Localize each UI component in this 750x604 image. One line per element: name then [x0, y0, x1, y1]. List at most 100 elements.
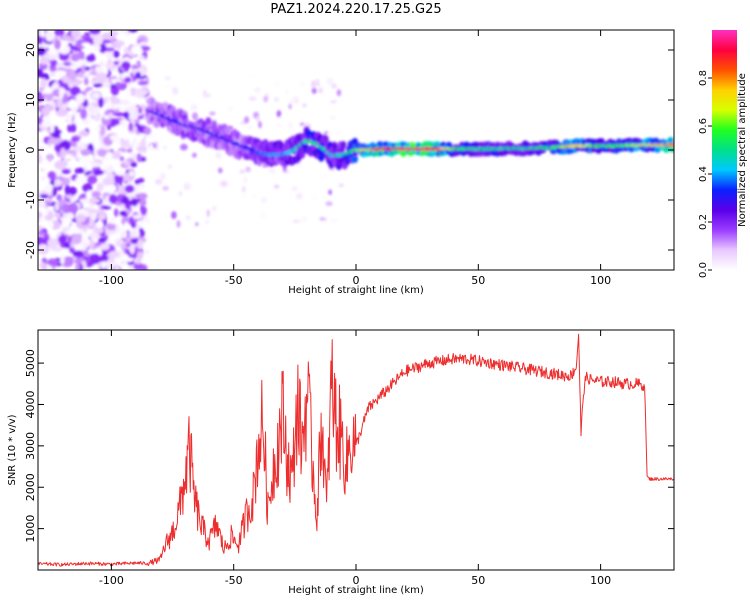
speckle-cell: [81, 232, 89, 244]
ridge-cell: [663, 147, 670, 153]
speckle-cell: [171, 211, 177, 220]
speckle-cell: [38, 47, 47, 56]
speckle-cell: [172, 87, 179, 95]
spectrogram-cells: [38, 30, 344, 270]
speckle-cell: [120, 259, 127, 266]
ridge-core: [671, 143, 674, 147]
speckle-cell: [38, 225, 43, 231]
speckle-cell: [123, 172, 130, 182]
speckle-cell: [108, 112, 114, 119]
speckle-cell: [220, 180, 228, 188]
speckle-cell: [46, 50, 58, 56]
speckle-cell: [239, 169, 245, 174]
speckle-cell: [319, 217, 325, 221]
ridge-cell: [205, 117, 212, 126]
speckle-cell: [135, 71, 141, 78]
speckle-cell: [75, 262, 80, 270]
speckle-cell: [114, 173, 124, 184]
colorbar-tick-label: 0.0: [698, 262, 709, 278]
speckle-cell: [174, 200, 182, 209]
ridge-band: [145, 96, 674, 170]
speckle-cell: [136, 88, 149, 96]
speckle-cell: [115, 81, 121, 88]
speckle-cell: [102, 158, 110, 168]
x-tick-label: 0: [353, 274, 360, 287]
y-tick-label: 0: [24, 147, 37, 154]
speckle-cell: [132, 64, 139, 70]
speckle-cell: [185, 210, 193, 214]
speckle-cell: [130, 98, 137, 104]
speckle-cell: [338, 183, 344, 188]
speckle-cell: [67, 81, 80, 87]
speckle-cell: [137, 239, 143, 250]
speckle-cell: [54, 202, 60, 211]
speckle-cell: [135, 257, 142, 265]
speckle-cell: [296, 179, 301, 186]
speckle-cell: [68, 247, 76, 254]
speckle-cell: [242, 186, 246, 193]
speckle-cell: [276, 123, 283, 128]
speckle-cell: [88, 209, 100, 214]
speckle-cell: [120, 141, 131, 148]
speckle-cell: [122, 117, 128, 128]
speckle-cell: [315, 126, 320, 130]
speckle-cell: [96, 182, 104, 192]
y-tick-label: 4000: [24, 390, 37, 418]
speckle-cell: [93, 115, 101, 122]
speckle-cell: [101, 261, 106, 270]
speckle-cell: [274, 97, 279, 103]
speckle-cell: [302, 103, 307, 108]
speckle-cell: [84, 77, 89, 86]
speckle-cell: [38, 115, 44, 125]
ridge-cell: [234, 131, 241, 140]
speckle-cell: [104, 260, 113, 268]
x-tick-label: 50: [471, 574, 485, 587]
speckle-cell: [38, 111, 42, 118]
speckle-cell: [65, 114, 73, 123]
speckle-cell: [195, 222, 199, 227]
speckle-cell: [91, 191, 101, 198]
ridge-cell: [224, 126, 231, 135]
x-tick-label: 100: [590, 574, 611, 587]
speckle-cell: [121, 61, 131, 70]
speckle-cell: [39, 56, 49, 65]
y-tick-label: 5000: [24, 349, 37, 377]
ridge-cell: [589, 138, 596, 144]
snr-plot-area: [38, 330, 674, 570]
speckle-cell: [245, 166, 251, 173]
speckle-cell: [47, 153, 53, 162]
speckle-cell: [144, 133, 151, 139]
speckle-cell: [109, 233, 116, 244]
y-tick-label: -10: [24, 191, 37, 209]
speckle-cell: [132, 185, 141, 193]
speckle-cell: [130, 229, 138, 239]
speckle-cell: [75, 157, 81, 162]
colorbar-label: Normalized spectral amplitude: [737, 73, 748, 227]
speckle-cell: [100, 39, 112, 44]
speckle-cell: [126, 89, 132, 97]
speckle-cell: [119, 156, 124, 162]
speckle-cell: [75, 175, 87, 185]
speckle-cell: [38, 94, 45, 103]
colorbar-tick-label: 0.2: [698, 214, 709, 230]
speckle-cell: [89, 30, 101, 35]
speckle-cell: [205, 219, 210, 225]
speckle-cell: [95, 66, 103, 74]
speckle-cell: [58, 235, 67, 244]
speckle-cell: [58, 87, 65, 98]
speckle-cell: [254, 87, 261, 93]
speckle-cell: [130, 198, 139, 207]
speckle-cell: [127, 30, 139, 33]
speckle-cell: [67, 70, 77, 81]
speckle-cell: [258, 121, 262, 129]
speckle-cell: [49, 124, 55, 134]
speckle-cell: [55, 110, 68, 117]
y-tick-label: 2000: [24, 473, 37, 501]
speckle-cell: [61, 103, 68, 110]
speckle-cell: [72, 250, 84, 258]
speckle-cell: [119, 32, 126, 39]
x-tick-label: 50: [471, 274, 485, 287]
chart-title: PAZ1.2024.220.17.25.G25: [270, 2, 441, 17]
speckle-cell: [102, 217, 107, 227]
speckle-cell: [259, 211, 267, 219]
